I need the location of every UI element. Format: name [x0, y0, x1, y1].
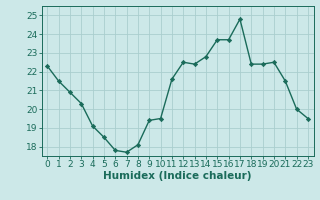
- X-axis label: Humidex (Indice chaleur): Humidex (Indice chaleur): [103, 171, 252, 181]
